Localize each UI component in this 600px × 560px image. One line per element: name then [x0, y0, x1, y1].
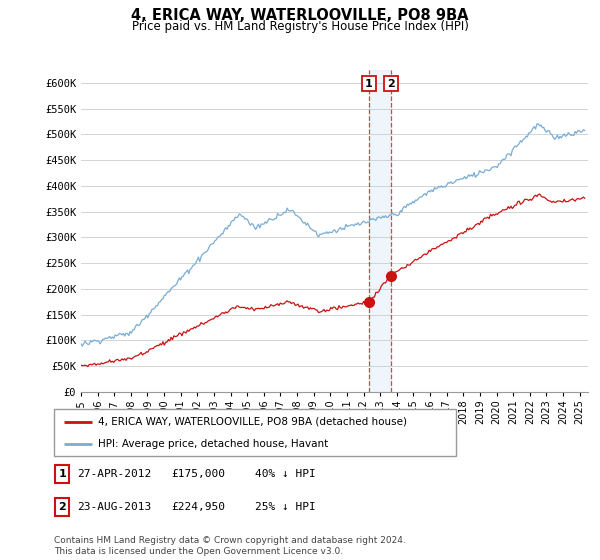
- Text: £175,000: £175,000: [171, 469, 225, 479]
- Text: 4, ERICA WAY, WATERLOOVILLE, PO8 9BA (detached house): 4, ERICA WAY, WATERLOOVILLE, PO8 9BA (de…: [98, 417, 407, 427]
- Text: 2: 2: [59, 502, 66, 512]
- Bar: [369, 70, 391, 392]
- Text: HPI: Average price, detached house, Havant: HPI: Average price, detached house, Hava…: [98, 438, 328, 449]
- Text: 25% ↓ HPI: 25% ↓ HPI: [255, 502, 316, 512]
- Text: 1: 1: [59, 469, 66, 479]
- FancyBboxPatch shape: [54, 409, 456, 456]
- Text: Contains HM Land Registry data © Crown copyright and database right 2024.
This d: Contains HM Land Registry data © Crown c…: [54, 536, 406, 556]
- FancyBboxPatch shape: [55, 465, 70, 483]
- Text: 40% ↓ HPI: 40% ↓ HPI: [255, 469, 316, 479]
- Text: Price paid vs. HM Land Registry's House Price Index (HPI): Price paid vs. HM Land Registry's House …: [131, 20, 469, 34]
- Text: 2: 2: [387, 78, 395, 88]
- Text: 1: 1: [365, 78, 373, 88]
- FancyBboxPatch shape: [55, 498, 70, 516]
- Text: 23-AUG-2013: 23-AUG-2013: [77, 502, 151, 512]
- Text: £224,950: £224,950: [171, 502, 225, 512]
- Text: 4, ERICA WAY, WATERLOOVILLE, PO8 9BA: 4, ERICA WAY, WATERLOOVILLE, PO8 9BA: [131, 8, 469, 23]
- Text: 27-APR-2012: 27-APR-2012: [77, 469, 151, 479]
